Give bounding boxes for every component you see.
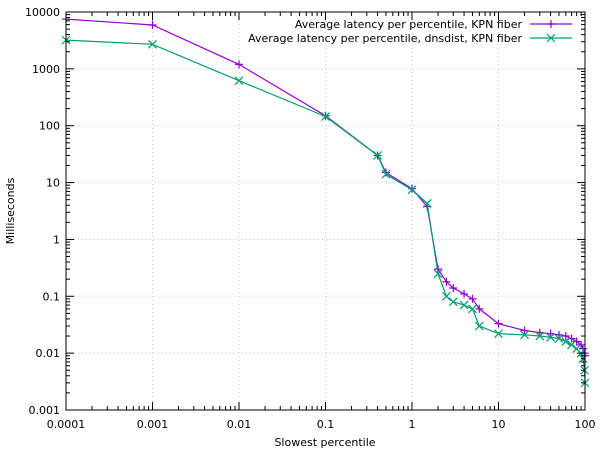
series-2 xyxy=(61,35,590,388)
y-tick-label: 10 xyxy=(46,177,60,190)
data-point xyxy=(441,291,451,301)
data-point xyxy=(494,329,503,339)
x-tick-label: 10 xyxy=(492,418,506,431)
data-point xyxy=(449,283,458,292)
data-point xyxy=(433,269,443,279)
ticks: 0.0001 0.001 0.01 0.1 1 10 1000.0010.010.11101… xyxy=(25,6,596,431)
data-point xyxy=(520,326,529,335)
data-point xyxy=(460,289,469,298)
y-axis-label: Milliseconds xyxy=(4,177,17,244)
data-point xyxy=(546,332,556,342)
series-layer xyxy=(61,15,590,388)
data-point xyxy=(407,185,417,195)
y-tick-label: 0.01 xyxy=(36,347,61,360)
x-tick-label: 100 xyxy=(575,418,596,431)
series-line xyxy=(65,18,586,356)
series-line xyxy=(65,39,586,383)
y-tick-label: 10000 xyxy=(25,6,60,19)
data-point xyxy=(554,330,563,339)
x-tick-label: 1 xyxy=(409,418,416,431)
data-point xyxy=(459,300,469,310)
grid xyxy=(66,12,585,410)
x-tick-label: 0.1 xyxy=(317,418,335,431)
data-point xyxy=(422,198,432,208)
x-tick-label: 0.0001 xyxy=(47,418,86,431)
legend-entry-label: Average latency per percentile, KPN fibe… xyxy=(295,18,523,31)
data-point xyxy=(148,21,157,30)
x-axis-label: Slowest percentile xyxy=(274,436,375,449)
data-point xyxy=(235,60,243,69)
legend-marker xyxy=(546,33,556,43)
data-point xyxy=(572,337,581,346)
y-tick-label: 0.001 xyxy=(29,404,61,417)
data-point xyxy=(448,297,458,307)
y-tick-label: 100 xyxy=(39,120,60,133)
data-point xyxy=(561,332,570,341)
data-point xyxy=(381,169,391,179)
data-point xyxy=(546,329,555,338)
legend-marker xyxy=(547,20,555,28)
plot-frame xyxy=(65,11,586,411)
x-tick-label: 0.001 xyxy=(137,418,169,431)
data-point xyxy=(494,319,503,328)
x-tick-label: 0.01 xyxy=(227,418,252,431)
data-point xyxy=(321,112,330,121)
data-point xyxy=(234,76,244,86)
legend: Average latency per percentile, KPN fibe… xyxy=(248,18,572,45)
data-point xyxy=(148,39,157,49)
y-tick-label: 1 xyxy=(53,233,60,246)
data-point xyxy=(442,277,451,286)
y-tick-label: 1000 xyxy=(32,63,60,76)
data-point xyxy=(554,334,564,344)
data-point xyxy=(577,340,586,349)
data-point xyxy=(535,331,545,341)
data-point xyxy=(468,304,477,314)
data-point xyxy=(381,168,390,177)
data-point xyxy=(468,294,477,303)
data-point xyxy=(561,337,571,346)
legend-entry-label: Average latency per percentile, dnsdist,… xyxy=(248,32,522,45)
data-point xyxy=(567,340,577,350)
data-point xyxy=(520,330,529,340)
data-point xyxy=(475,304,484,313)
data-point xyxy=(373,151,383,160)
data-point xyxy=(474,321,484,331)
y-tick-label: 0.1 xyxy=(43,290,61,303)
